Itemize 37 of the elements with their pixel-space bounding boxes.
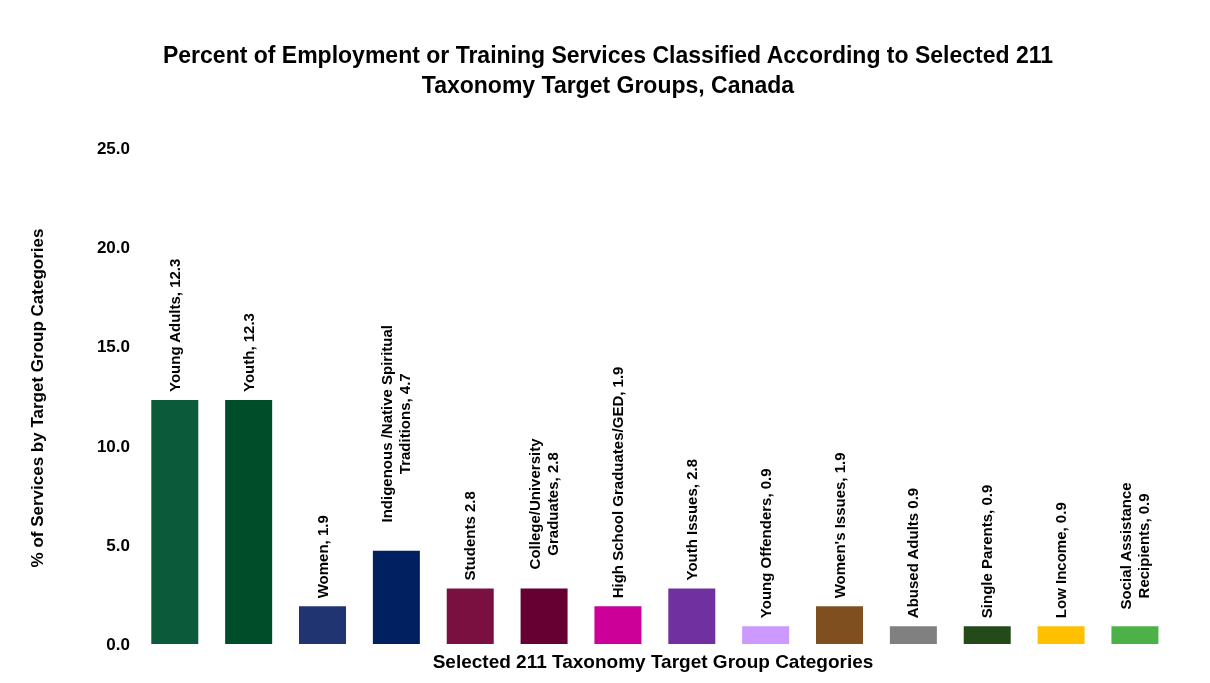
bar — [225, 399, 273, 644]
bar — [1037, 626, 1085, 644]
bar — [151, 399, 199, 644]
data-label: Youth Issues, 2.8 — [682, 459, 700, 581]
y-axis-title: % of Services by Target Group Categories — [28, 228, 48, 568]
y-tick-label: 0.0 — [106, 635, 130, 655]
y-tick-label: 10.0 — [96, 436, 130, 456]
bar — [520, 588, 568, 644]
bar — [446, 588, 494, 644]
data-label: College/University Graduates, 2.8 — [526, 437, 562, 570]
bar — [963, 626, 1011, 644]
y-tick-label: 5.0 — [106, 535, 130, 555]
bar — [816, 606, 864, 644]
data-label: Youth, 12.3 — [239, 313, 257, 392]
data-label: Social Assistance Recipients, 0.9 — [1116, 482, 1152, 610]
bar — [889, 626, 937, 644]
bar — [668, 588, 716, 644]
data-label: Women, 1.9 — [313, 515, 331, 599]
data-label: Young Offenders, 0.9 — [756, 468, 774, 619]
data-label: Single Parents, 0.9 — [978, 484, 996, 619]
y-tick-label: 15.0 — [96, 337, 130, 357]
y-tick-label: 20.0 — [96, 238, 130, 258]
chart-title: Percent of Employment or Training Services Classified According to Selected 211 Taxonomy Target Groups, Canada — [161, 41, 1055, 100]
x-axis-title: Selected 211 Taxonomy Target Group Categories — [431, 651, 875, 673]
bar — [372, 550, 420, 644]
data-label: Students 2.8 — [461, 491, 479, 581]
data-label: Young Adults, 12.3 — [165, 258, 183, 392]
data-label: Low Income, 0.9 — [1052, 502, 1070, 619]
data-label: Abused Adults 0.9 — [904, 487, 922, 619]
bar — [742, 626, 790, 644]
bar — [594, 606, 642, 644]
bar — [1111, 626, 1159, 644]
y-tick-label: 25.0 — [96, 139, 130, 159]
data-label: High School Graduates/GED, 1.9 — [608, 366, 626, 599]
data-label: Indigenous /Native Spiritual Traditions, 4.7 — [378, 324, 414, 523]
data-label: Women's Issues, 1.9 — [830, 452, 848, 599]
bar — [299, 606, 347, 644]
